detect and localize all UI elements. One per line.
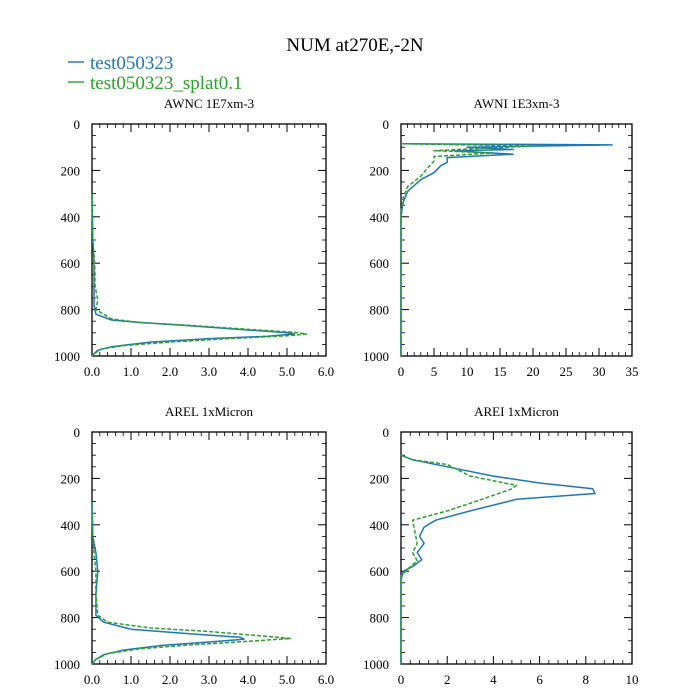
panel-title: AREI 1xMicron [474,404,559,419]
plot-frame [91,431,327,665]
figure-title: NUM at270E,-2N [286,35,423,56]
y-tick-label: 600 [61,256,81,271]
panel-3: AREL 1xMicron 0.0 1.0 2.0 3.0 4.0 5.0 6.0 0 200 40… [54,404,334,687]
plot-frame [400,123,633,357]
x-tick-label: 4 [490,672,497,687]
legend-label-1: test050323 [90,53,173,74]
y-tick-label: 400 [370,210,390,225]
x-tick-label: 15 [494,364,507,379]
panel-title: AWNC 1E7xm-3 [164,96,254,111]
y-tick-label: 200 [370,471,390,486]
x-tick-label: 0 [398,672,405,687]
x-tick-label: 2 [444,672,451,687]
x-tick-label: 4.0 [240,364,256,379]
series-line-1 [91,501,245,665]
y-tick-label: 200 [370,163,390,178]
y-tick-label: 200 [61,471,81,486]
x-tick-label: 20 [527,364,540,379]
y-tick-label: 800 [370,303,390,318]
x-tick-label: 10 [461,364,474,379]
x-tick-label: 3.0 [201,364,217,379]
y-tick-label: 1000 [54,349,80,364]
panel-2: AWNI 1E3xm-3 0 5 10 15 20 25 30 35 0 200 400 600 800 1… [363,96,639,379]
y-tick-label: 400 [370,518,390,533]
x-tick-label: 30 [593,364,606,379]
x-tick-label: 25 [560,364,573,379]
y-tick-label: 1000 [363,349,389,364]
y-tick-label: 0 [383,117,390,132]
y-tick-label: 800 [61,303,81,318]
x-tick-label: 6 [536,672,543,687]
x-tick-label: 5 [431,364,438,379]
series-line-2 [400,142,534,356]
x-tick-label: 1.0 [123,364,139,379]
panel-title: AWNI 1E3xm-3 [474,96,560,111]
series-line-2 [400,454,518,664]
x-tick-label: 4.0 [240,672,256,687]
series-line-1 [400,142,613,356]
y-tick-label: 400 [61,210,81,225]
panel-4: AREI 1xMicron 0 2 4 6 8 10 0 200 400 600 800 1000 [363,404,639,687]
series-line-2 [91,501,292,665]
x-tick-label: 6.0 [318,672,334,687]
x-tick-label: 2.0 [162,364,178,379]
x-tick-label: 10 [626,672,639,687]
series-line-2 [91,193,308,357]
y-tick-label: 600 [370,256,390,271]
y-tick-label: 0 [383,425,390,440]
y-tick-label: 600 [370,564,390,579]
x-tick-label: 0 [398,364,405,379]
x-tick-label: 5.0 [279,364,295,379]
plot-frame [400,431,633,665]
y-tick-label: 1000 [363,657,389,672]
y-tick-label: 800 [61,611,81,626]
x-tick-label: 0.0 [84,364,100,379]
x-tick-label: 0.0 [84,672,100,687]
panel-title: AREL 1xMicron [165,404,253,419]
y-tick-label: 1000 [54,657,80,672]
x-tick-label: 3.0 [201,672,217,687]
x-tick-label: 1.0 [123,672,139,687]
series-line-1 [91,193,296,357]
y-tick-label: 800 [370,611,390,626]
y-tick-label: 400 [61,518,81,533]
y-tick-label: 200 [61,163,81,178]
x-tick-label: 35 [626,364,639,379]
x-tick-label: 8 [583,672,590,687]
y-tick-label: 600 [61,564,81,579]
series-line-1 [400,454,596,664]
legend-label-2: test050323_splat0.1 [90,73,243,94]
y-tick-label: 0 [74,117,81,132]
x-tick-label: 6.0 [318,364,334,379]
panel-1: AWNC 1E7xm-3 0.0 1.0 2.0 3.0 4.0 5.0 6.0 0 200 400… [54,96,334,379]
y-tick-label: 0 [74,425,81,440]
x-tick-label: 5.0 [279,672,295,687]
legend: test050323 test050323_splat0.1 [68,53,243,94]
x-tick-label: 2.0 [162,672,178,687]
